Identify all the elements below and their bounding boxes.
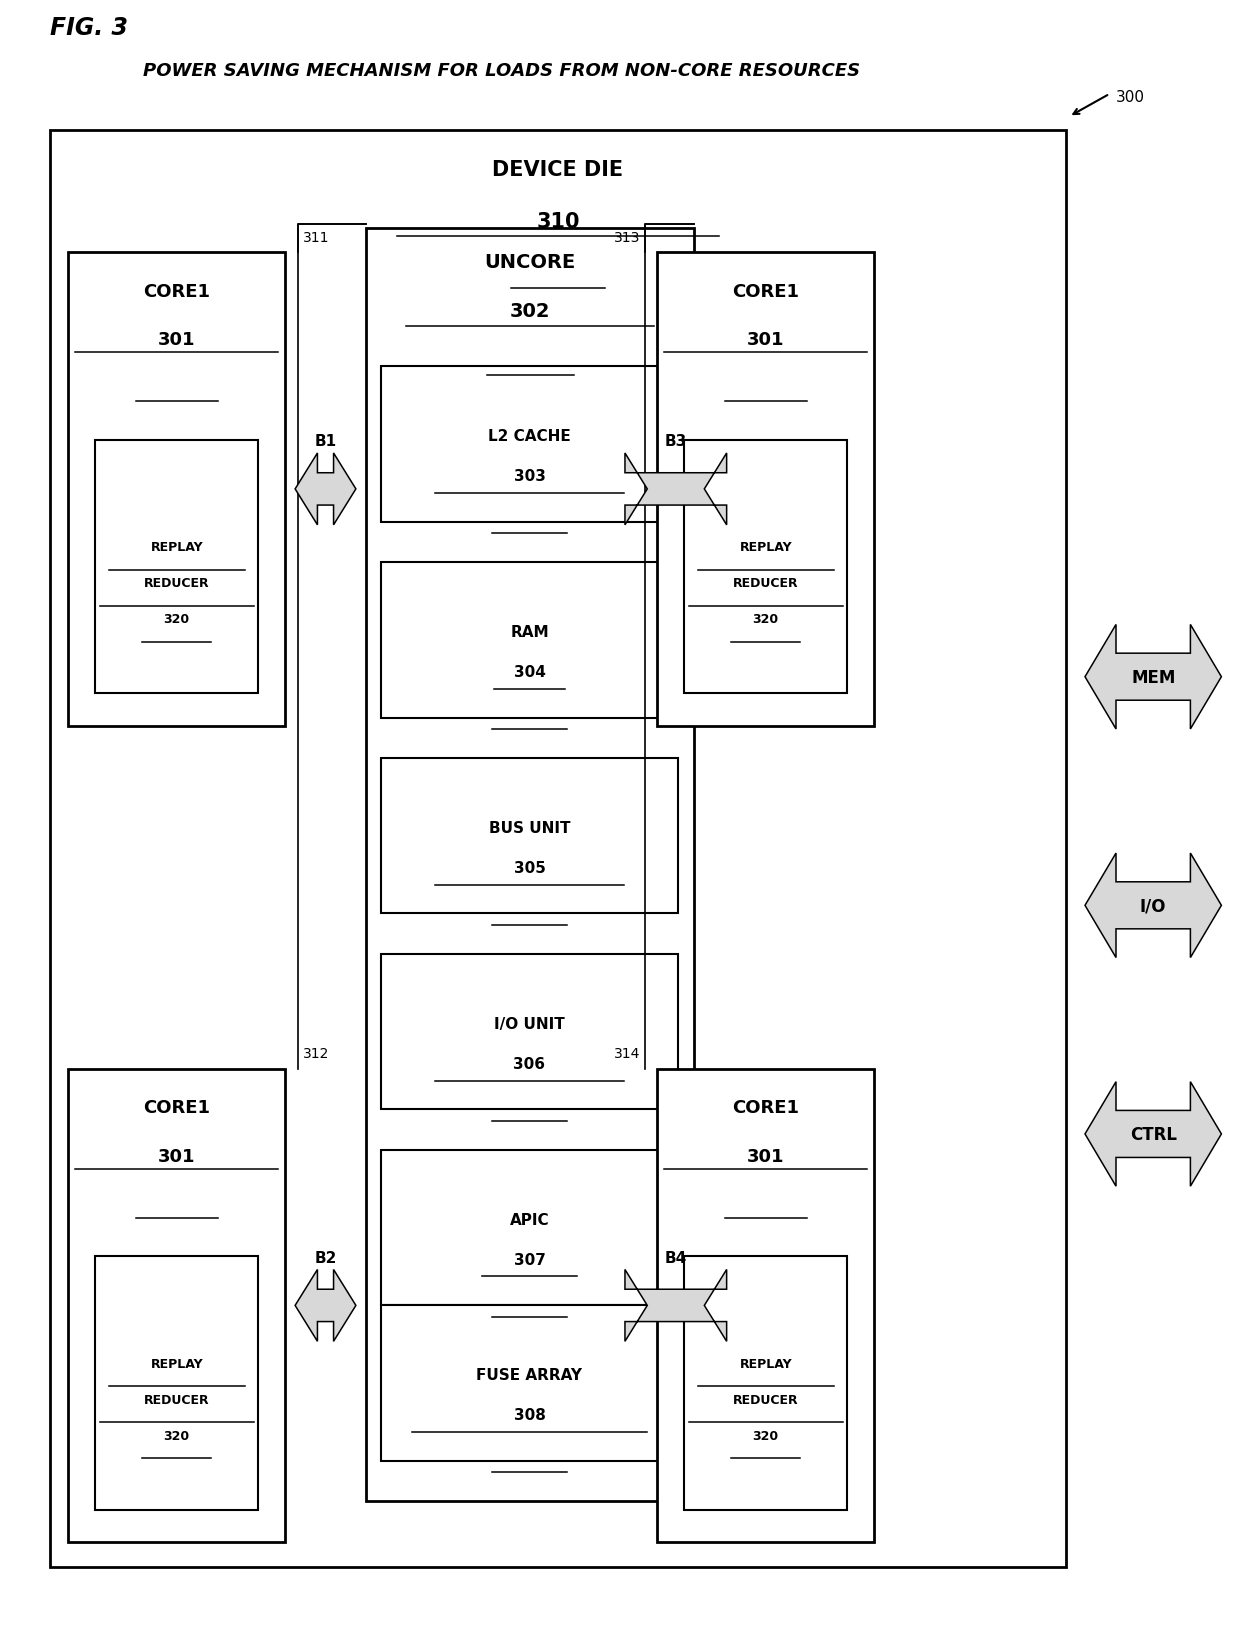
Polygon shape: [625, 454, 727, 526]
Text: CORE1: CORE1: [732, 1098, 800, 1116]
Text: REPLAY: REPLAY: [739, 542, 792, 553]
Bar: [68, 253, 285, 726]
Text: 310: 310: [536, 212, 580, 232]
Text: I/O: I/O: [1140, 896, 1167, 916]
Text: B4: B4: [665, 1250, 687, 1265]
Text: 302: 302: [510, 302, 551, 322]
Bar: [366, 228, 694, 1501]
Bar: [684, 441, 847, 694]
Text: CORE1: CORE1: [143, 1098, 211, 1116]
Text: B2: B2: [314, 1250, 337, 1265]
Text: REDUCER: REDUCER: [144, 1394, 210, 1405]
Text: REPLAY: REPLAY: [739, 1358, 792, 1369]
Text: 320: 320: [164, 614, 190, 625]
Text: 306: 306: [513, 1058, 546, 1072]
Text: REPLAY: REPLAY: [150, 542, 203, 553]
Bar: [684, 1257, 847, 1510]
Text: 320: 320: [753, 1430, 779, 1441]
Text: DEVICE DIE: DEVICE DIE: [492, 160, 624, 180]
Polygon shape: [1085, 1082, 1221, 1186]
Text: B1: B1: [315, 434, 336, 449]
Bar: [381, 955, 678, 1110]
Bar: [381, 1306, 678, 1461]
Text: REDUCER: REDUCER: [733, 578, 799, 589]
Text: 305: 305: [513, 862, 546, 876]
Text: 307: 307: [513, 1253, 546, 1268]
Bar: [381, 759, 678, 914]
Text: BUS UNIT: BUS UNIT: [489, 821, 570, 836]
Polygon shape: [1085, 625, 1221, 730]
Text: 301: 301: [157, 1147, 196, 1165]
Text: RAM: RAM: [510, 623, 549, 640]
Bar: [381, 1151, 678, 1306]
Text: APIC: APIC: [510, 1211, 549, 1227]
Text: CORE1: CORE1: [732, 282, 800, 300]
Text: 313: 313: [614, 230, 640, 245]
Text: REPLAY: REPLAY: [150, 1358, 203, 1369]
Bar: [95, 441, 258, 694]
Text: 303: 303: [513, 470, 546, 485]
Text: 308: 308: [513, 1407, 546, 1423]
Text: L2 CACHE: L2 CACHE: [489, 428, 570, 444]
Text: FIG. 3: FIG. 3: [50, 16, 128, 41]
Text: 314: 314: [614, 1046, 640, 1061]
Text: 301: 301: [157, 331, 196, 349]
Text: UNCORE: UNCORE: [485, 253, 575, 273]
Text: 301: 301: [746, 331, 785, 349]
Text: POWER SAVING MECHANISM FOR LOADS FROM NON-CORE RESOURCES: POWER SAVING MECHANISM FOR LOADS FROM NO…: [143, 62, 859, 80]
Text: 301: 301: [746, 1147, 785, 1165]
Text: CTRL: CTRL: [1130, 1124, 1177, 1144]
Text: I/O UNIT: I/O UNIT: [494, 1015, 565, 1031]
Polygon shape: [295, 454, 356, 526]
Text: 320: 320: [753, 614, 779, 625]
Text: B3: B3: [665, 434, 687, 449]
Text: CORE1: CORE1: [143, 282, 211, 300]
Text: FUSE ARRAY: FUSE ARRAY: [476, 1368, 583, 1382]
Text: 300: 300: [1116, 90, 1145, 104]
Text: MEM: MEM: [1131, 667, 1176, 687]
Text: 320: 320: [164, 1430, 190, 1441]
Text: 312: 312: [303, 1046, 329, 1061]
Bar: [381, 367, 678, 522]
Bar: [381, 563, 678, 718]
Bar: [50, 131, 1066, 1567]
Polygon shape: [1085, 854, 1221, 958]
Text: REDUCER: REDUCER: [733, 1394, 799, 1405]
Bar: [95, 1257, 258, 1510]
Text: 311: 311: [303, 230, 329, 245]
Bar: [657, 253, 874, 726]
Polygon shape: [625, 1270, 727, 1342]
Text: REDUCER: REDUCER: [144, 578, 210, 589]
Polygon shape: [295, 1270, 356, 1342]
Bar: [68, 1069, 285, 1542]
Bar: [657, 1069, 874, 1542]
Text: 304: 304: [513, 666, 546, 681]
